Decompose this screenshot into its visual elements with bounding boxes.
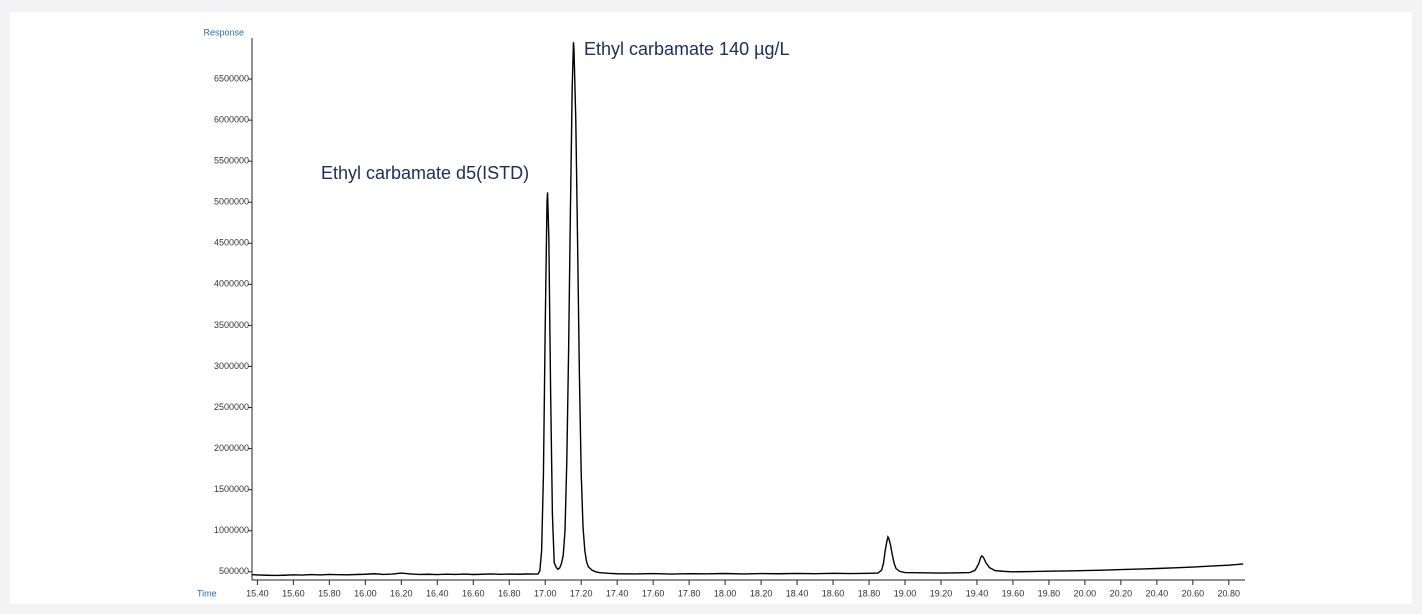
y-tick-label: 3500000 bbox=[214, 320, 249, 330]
x-tick-label: 15.40 bbox=[246, 588, 269, 598]
x-tick-label: 20.80 bbox=[1218, 588, 1241, 598]
y-tick-label: 1500000 bbox=[214, 484, 249, 494]
y-axis-label: Response bbox=[203, 27, 244, 37]
y-tick-label: 1000000 bbox=[214, 525, 249, 535]
x-tick-label: 19.00 bbox=[894, 588, 917, 598]
y-tick-label: 6000000 bbox=[214, 114, 249, 124]
x-tick-label: 16.80 bbox=[498, 588, 521, 598]
x-tick-label: 18.00 bbox=[714, 588, 737, 598]
annotation: Ethyl carbamate 140 µg/L bbox=[584, 39, 790, 59]
x-tick-label: 18.80 bbox=[858, 588, 881, 598]
x-tick-label: 19.20 bbox=[930, 588, 953, 598]
x-tick-label: 18.40 bbox=[786, 588, 809, 598]
x-tick-label: 20.20 bbox=[1110, 588, 1133, 598]
x-tick-label: 18.60 bbox=[822, 588, 845, 598]
x-tick-label: 16.60 bbox=[462, 588, 485, 598]
x-tick-label: 19.40 bbox=[966, 588, 989, 598]
y-tick-label: 5000000 bbox=[214, 197, 249, 207]
x-tick-label: 20.00 bbox=[1074, 588, 1097, 598]
y-tick-label: 2000000 bbox=[214, 443, 249, 453]
plot-panel bbox=[10, 12, 1412, 604]
y-tick-label: 500000 bbox=[219, 566, 249, 576]
x-tick-label: 20.60 bbox=[1182, 588, 1205, 598]
y-tick-label: 4000000 bbox=[214, 279, 249, 289]
annotation: Ethyl carbamate d5(ISTD) bbox=[321, 163, 529, 183]
y-tick-label: 5500000 bbox=[214, 156, 249, 166]
x-tick-label: 17.00 bbox=[534, 588, 557, 598]
y-tick-label: 6500000 bbox=[214, 73, 249, 83]
x-tick-label: 17.80 bbox=[678, 588, 701, 598]
chromatogram-line bbox=[251, 42, 1244, 577]
x-tick-label: 15.60 bbox=[282, 588, 305, 598]
x-tick-label: 20.40 bbox=[1146, 588, 1169, 598]
x-tick-label: 16.00 bbox=[354, 588, 377, 598]
x-axis-label: Time bbox=[197, 588, 217, 598]
x-tick-label: 18.20 bbox=[750, 588, 773, 598]
y-tick-label: 2500000 bbox=[214, 402, 249, 412]
y-tick-label: 4500000 bbox=[214, 238, 249, 248]
x-tick-label: 16.20 bbox=[390, 588, 413, 598]
x-tick-label: 17.40 bbox=[606, 588, 629, 598]
x-tick-label: 15.80 bbox=[318, 588, 341, 598]
x-tick-label: 17.60 bbox=[642, 588, 665, 598]
x-tick-label: 17.20 bbox=[570, 588, 593, 598]
x-tick-label: 16.40 bbox=[426, 588, 449, 598]
y-tick-label: 3000000 bbox=[214, 361, 249, 371]
x-tick-label: 19.80 bbox=[1038, 588, 1061, 598]
x-tick-label: 19.60 bbox=[1002, 588, 1025, 598]
